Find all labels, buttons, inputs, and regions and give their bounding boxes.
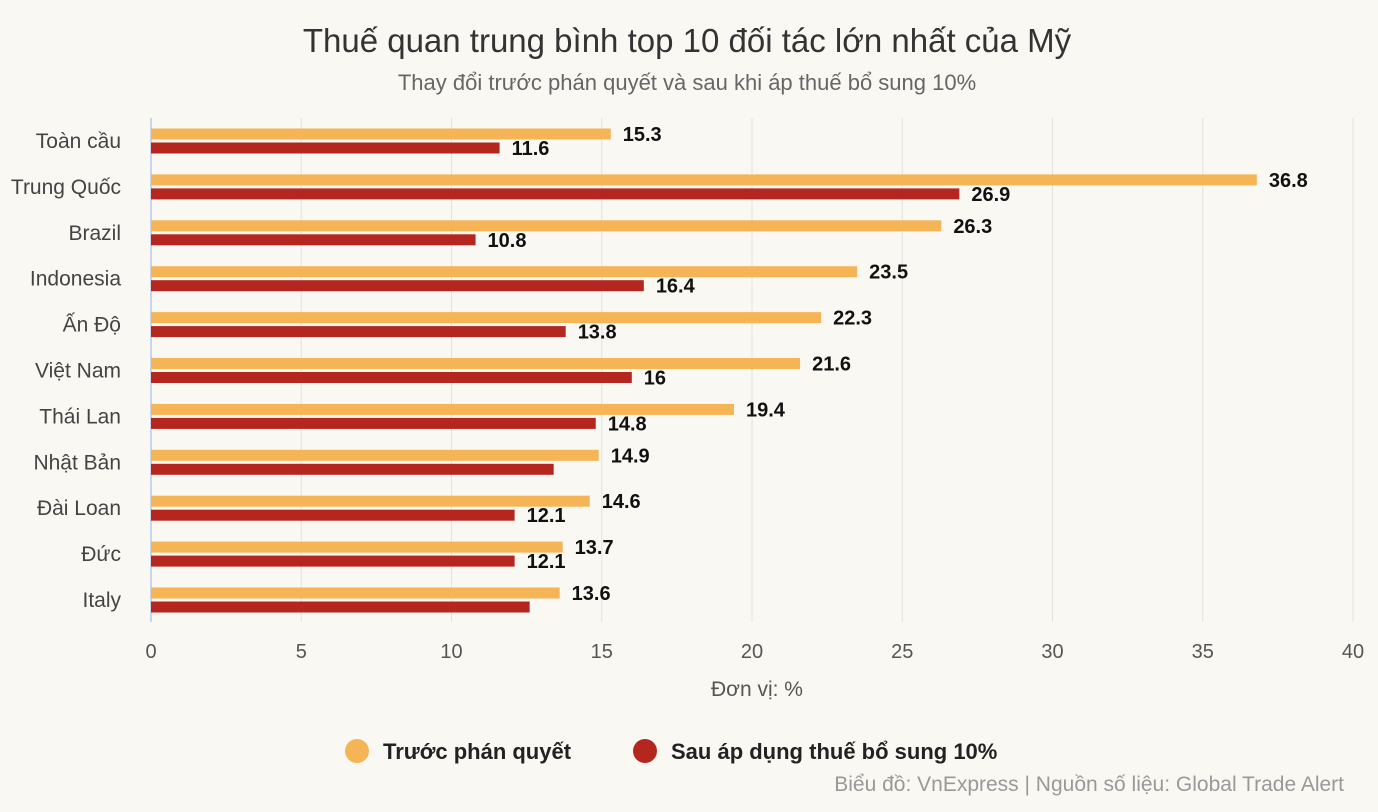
category-label: Đài Loan bbox=[37, 497, 121, 520]
bar-before bbox=[151, 587, 560, 599]
data-label-after: 14.8 bbox=[608, 413, 647, 435]
x-tick-label: 20 bbox=[741, 641, 763, 663]
bar-after bbox=[151, 555, 515, 567]
data-label-after: 16.4 bbox=[656, 276, 696, 298]
data-label-before: 36.8 bbox=[1269, 170, 1308, 192]
bar-before bbox=[151, 174, 1257, 186]
x-tick-label: 40 bbox=[1342, 641, 1364, 663]
x-tick-label: 30 bbox=[1041, 641, 1063, 663]
category-label: Italy bbox=[82, 589, 121, 612]
data-label-after: 12.1 bbox=[527, 551, 566, 573]
x-tick-label: 0 bbox=[145, 641, 156, 663]
bar-before bbox=[151, 403, 734, 415]
category-label: Trung Quốc bbox=[11, 176, 121, 199]
bar-before bbox=[151, 495, 590, 507]
x-tick-label: 10 bbox=[440, 641, 462, 663]
source-credit: Biểu đồ: VnExpress | Nguồn số liệu: Glob… bbox=[834, 773, 1344, 796]
data-label-before: 26.3 bbox=[953, 216, 992, 238]
data-label-before: 15.3 bbox=[623, 124, 662, 146]
bar-after bbox=[151, 372, 632, 383]
bar-before bbox=[151, 128, 611, 140]
category-label: Thái Lan bbox=[39, 405, 121, 428]
data-label-before: 14.9 bbox=[611, 445, 650, 467]
bar-after bbox=[151, 142, 500, 154]
bar-after bbox=[151, 509, 515, 521]
legend-label-after: Sau áp dụng thuế bổ sung 10% bbox=[671, 739, 997, 764]
bar-before bbox=[151, 266, 858, 278]
category-labels: Toàn cầu Trung Quốc Brazil Indonesia Ấn Độ Vi… bbox=[11, 130, 122, 612]
category-label: Toàn cầu bbox=[36, 130, 121, 153]
data-label-after: 12.1 bbox=[527, 505, 566, 527]
category-label: Đức bbox=[81, 543, 121, 566]
category-label: Ấn Độ bbox=[63, 314, 121, 337]
category-label: Việt Nam bbox=[35, 360, 121, 383]
bar-after bbox=[151, 280, 644, 292]
x-axis-ticks: 0 5 10 15 20 25 30 35 40 bbox=[145, 641, 1364, 663]
data-label-after: 26.9 bbox=[971, 184, 1010, 206]
data-label-after: 16 bbox=[644, 368, 666, 390]
bar-after bbox=[151, 417, 596, 429]
data-label-before: 21.6 bbox=[812, 354, 851, 376]
bar-after bbox=[151, 463, 554, 475]
x-tick-label: 5 bbox=[296, 641, 307, 663]
data-label-before: 13.6 bbox=[572, 583, 611, 605]
gridlines bbox=[150, 118, 1354, 622]
legend: Trước phán quyết Sau áp dụng thuế bổ sun… bbox=[345, 739, 997, 764]
legend-marker-after bbox=[633, 739, 657, 763]
chart-title: Thuế quan trung bình top 10 đối tác lớn … bbox=[303, 22, 1072, 59]
category-label: Nhật Bản bbox=[33, 451, 121, 474]
bar-after bbox=[151, 188, 960, 200]
bar-before bbox=[151, 358, 801, 369]
bar-before bbox=[151, 541, 563, 553]
x-tick-label: 25 bbox=[891, 641, 913, 663]
legend-label-before: Trước phán quyết bbox=[383, 739, 572, 764]
data-label-after: 13.8 bbox=[578, 322, 617, 344]
data-label-before: 23.5 bbox=[869, 262, 908, 284]
legend-marker-before bbox=[345, 739, 369, 763]
category-label: Indonesia bbox=[30, 268, 121, 291]
bar-before bbox=[151, 449, 599, 461]
bar-after bbox=[151, 234, 476, 246]
bar-after bbox=[151, 326, 566, 338]
data-label-after: 11.6 bbox=[512, 138, 550, 160]
bars: 15.3 11.6 36.8 26.9 26.3 10.8 23.5 16.4 22.3 13.8… bbox=[151, 124, 1308, 613]
data-label-before: 19.4 bbox=[746, 399, 786, 421]
bar-before bbox=[151, 220, 942, 232]
data-label-before: 13.7 bbox=[575, 537, 614, 559]
bar-before bbox=[151, 312, 822, 324]
bar-after bbox=[151, 601, 530, 613]
chart-subtitle: Thay đổi trước phán quyết và sau khi áp … bbox=[398, 70, 976, 95]
x-tick-label: 35 bbox=[1192, 641, 1214, 663]
category-label: Brazil bbox=[68, 222, 121, 245]
data-label-before: 22.3 bbox=[833, 308, 872, 330]
x-axis-title: Đơn vị: % bbox=[711, 678, 803, 701]
data-label-before: 14.6 bbox=[602, 491, 641, 513]
x-tick-label: 15 bbox=[591, 641, 613, 663]
data-label-after: 10.8 bbox=[488, 230, 527, 252]
